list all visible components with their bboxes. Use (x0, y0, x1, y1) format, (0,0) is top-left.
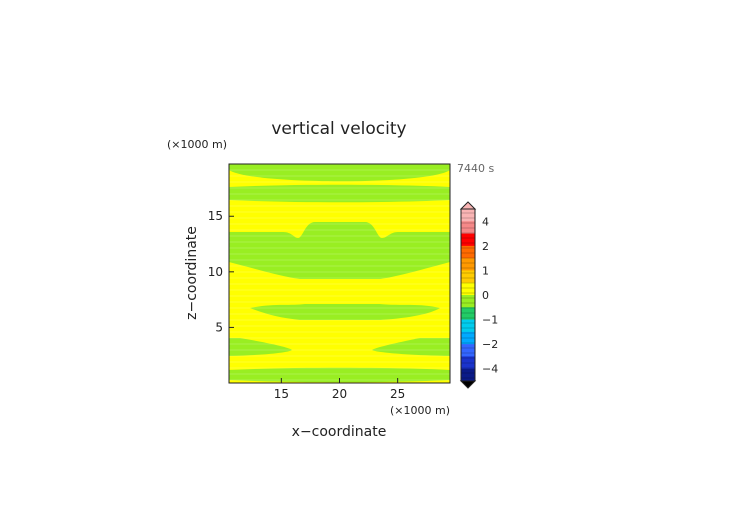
colorbar-tick-label: −4 (482, 363, 498, 376)
y-tick-label: 15 (208, 209, 223, 223)
colorbar-segment (461, 270, 475, 284)
colorbar-segment (461, 258, 475, 271)
green-region-right-edge (372, 338, 450, 356)
colorbar-segment (461, 356, 475, 370)
colorbar-segment (461, 221, 475, 235)
green-region-bottom (229, 367, 450, 383)
y-tick-label: 10 (208, 265, 223, 279)
x-axis-label: x−coordinate (292, 424, 387, 440)
y-axis-label: z−coordinate (184, 226, 200, 320)
colorbar-segment (461, 282, 475, 296)
contour-plot-area (228, 163, 451, 384)
x-tick-label: 20 (332, 387, 347, 401)
time-label: 7440 s (457, 162, 494, 175)
colorbar: 4 2 1 0 −1 −2 −4 (459, 201, 498, 389)
colorbar-frame (460, 208, 476, 382)
x-axis-ticks: 15 20 25 (274, 378, 405, 401)
y-axis-ticks: 5 10 15 (208, 209, 234, 334)
green-region-lower (250, 304, 440, 320)
green-region-upper (229, 184, 450, 203)
colorbar-tick-label: 2 (482, 240, 489, 253)
colorbar-segment (461, 233, 475, 247)
colorbar-segment (461, 307, 475, 321)
y-tick-label: 5 (215, 320, 223, 334)
colorbar-segment (461, 245, 475, 259)
colorbar-segment (461, 209, 475, 222)
chart-title: vertical velocity (271, 119, 406, 139)
colorbar-tick-label: 1 (482, 264, 489, 277)
green-region-middle (229, 222, 450, 279)
colorbar-tick-label: 4 (482, 215, 489, 228)
colorbar-segment (461, 319, 475, 333)
x-tick-label: 25 (390, 387, 405, 401)
colorbar-tick-label: 0 (482, 289, 489, 302)
x-unit-label: (×1000 m) (390, 404, 450, 417)
colorbar-tick-label: −2 (482, 338, 498, 351)
x-tick-label: 15 (274, 387, 289, 401)
colorbar-segment (461, 344, 475, 357)
colorbar-tick-label: −1 (482, 314, 498, 327)
colorbar-segment (461, 368, 475, 382)
negative-band-regions (229, 164, 450, 383)
faint-grid-lines (229, 169, 450, 381)
green-region-top (229, 164, 450, 182)
colorbar-extend-max-triangle (459, 201, 477, 210)
green-region-left-edge (229, 338, 292, 356)
colorbar-segment (461, 331, 475, 345)
y-unit-label: (×1000 m) (167, 138, 227, 151)
colorbar-extend-min-triangle (459, 380, 477, 389)
colorbar-segment (461, 295, 475, 308)
